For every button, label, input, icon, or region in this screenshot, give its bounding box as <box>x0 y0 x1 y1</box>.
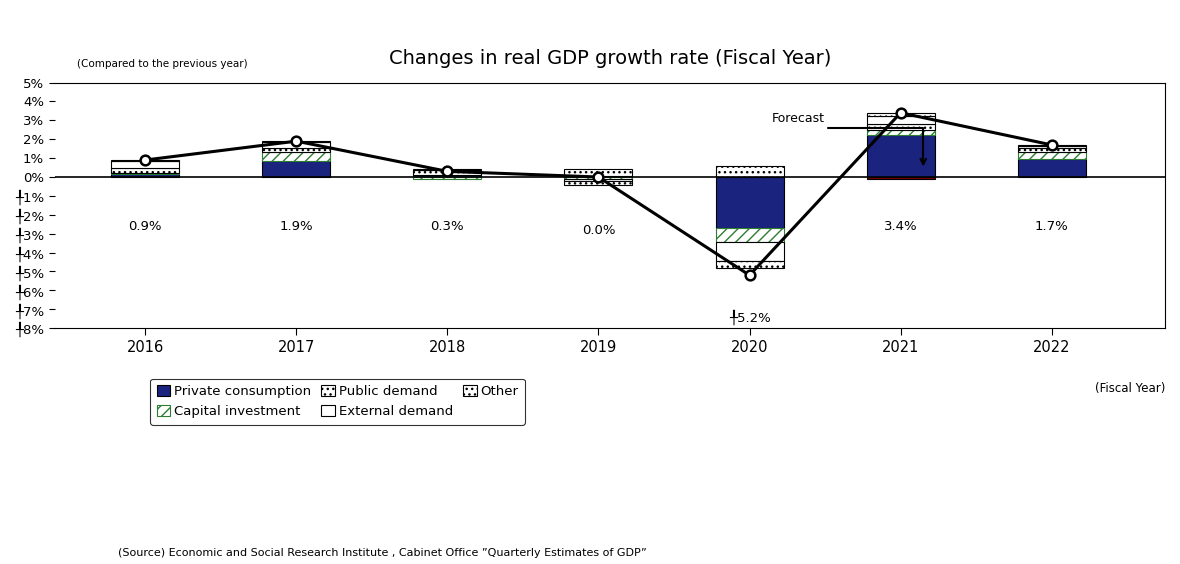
Bar <box>866 135 935 177</box>
Text: (Fiscal Year): (Fiscal Year) <box>1095 382 1165 395</box>
Bar <box>564 177 632 179</box>
Bar <box>866 113 935 116</box>
Bar <box>262 152 330 161</box>
Text: 0.9%: 0.9% <box>129 221 162 233</box>
Bar <box>564 176 632 177</box>
Bar <box>715 228 784 242</box>
Bar <box>866 124 935 130</box>
Legend: Private consumption, Capital investment, Public demand, External demand, Other: Private consumption, Capital investment,… <box>150 379 525 425</box>
Bar <box>413 175 481 177</box>
Bar <box>715 177 784 228</box>
Bar <box>1017 145 1086 146</box>
Bar <box>111 161 179 168</box>
Bar <box>1017 148 1086 152</box>
Bar <box>111 173 179 174</box>
Bar <box>111 160 179 161</box>
Text: 3.4%: 3.4% <box>884 221 917 233</box>
Text: Forecast: Forecast <box>772 112 825 125</box>
Bar <box>413 177 481 179</box>
Bar <box>564 169 632 176</box>
Bar <box>413 169 481 170</box>
Text: 0.0%: 0.0% <box>582 224 615 237</box>
Bar <box>262 142 330 148</box>
Text: 1.7%: 1.7% <box>1035 221 1069 233</box>
Bar <box>715 242 784 261</box>
Bar <box>262 141 330 142</box>
Bar <box>413 170 481 175</box>
Bar <box>866 116 935 124</box>
Bar <box>866 177 935 179</box>
Bar <box>715 261 784 268</box>
Bar <box>1017 152 1086 159</box>
Text: ╀5.2%: ╀5.2% <box>728 309 771 325</box>
Bar <box>111 168 179 173</box>
Bar <box>866 130 935 135</box>
Text: (Compared to the previous year): (Compared to the previous year) <box>77 59 248 69</box>
Bar <box>111 174 179 177</box>
Bar <box>262 148 330 152</box>
Bar <box>715 166 784 177</box>
Text: 0.3%: 0.3% <box>431 221 464 233</box>
Bar <box>1017 159 1086 177</box>
Bar <box>1017 146 1086 148</box>
Text: (Source) Economic and Social Research Institute , Cabinet Office ”Quarterly Esti: (Source) Economic and Social Research In… <box>118 548 647 558</box>
Text: Changes in real GDP growth rate (Fiscal Year): Changes in real GDP growth rate (Fiscal … <box>388 49 831 68</box>
Bar <box>262 161 330 177</box>
Bar <box>564 179 632 181</box>
Text: 1.9%: 1.9% <box>280 221 313 233</box>
Bar <box>564 181 632 184</box>
